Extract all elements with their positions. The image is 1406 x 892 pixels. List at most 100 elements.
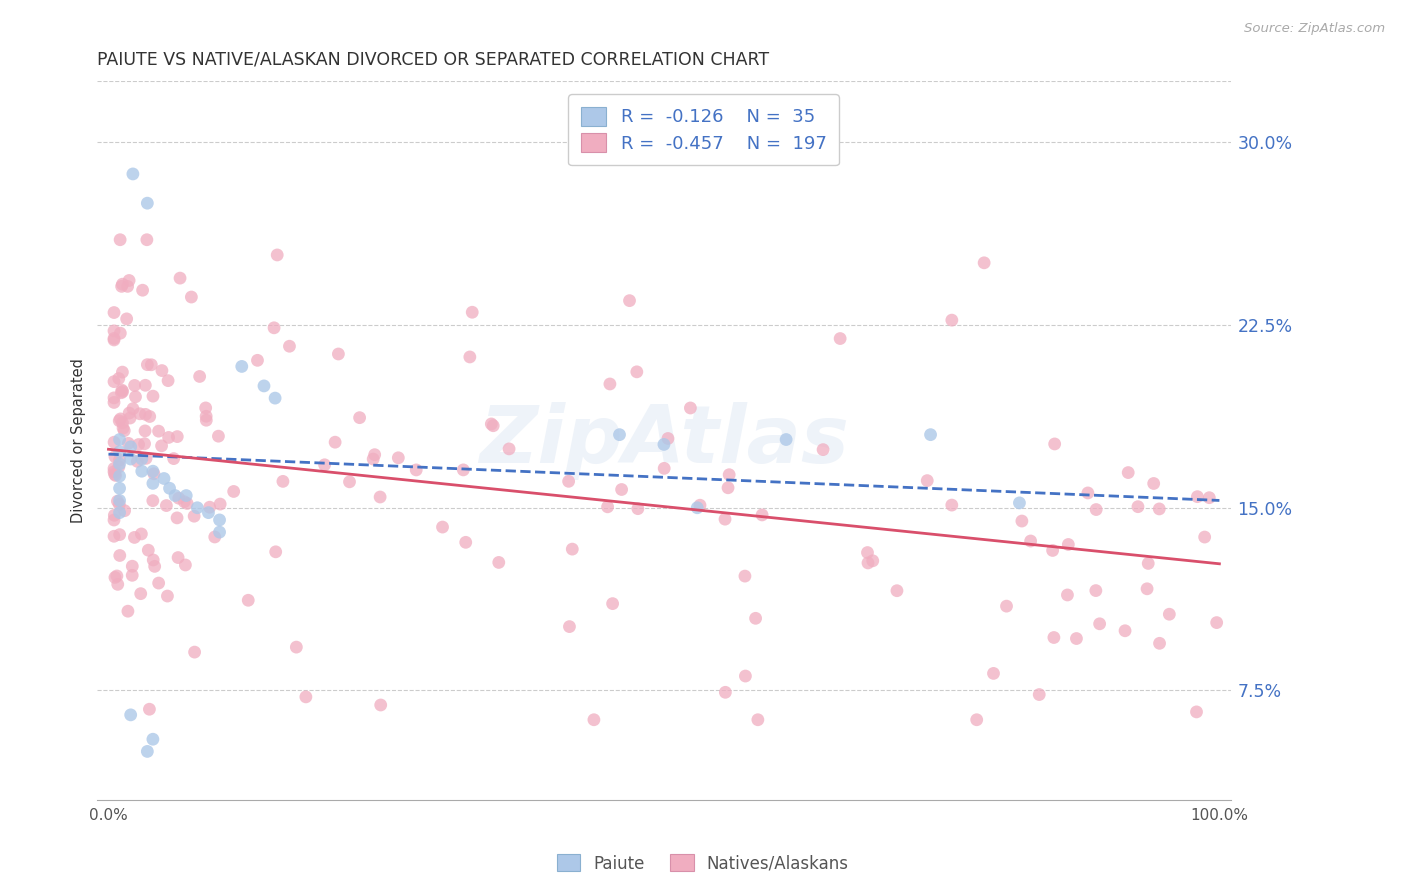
Point [108, 527, 131, 541]
Point [747, 713, 769, 727]
Point [1042, 543, 1064, 558]
Point [596, 500, 619, 514]
Point [108, 493, 131, 508]
Point [1019, 533, 1042, 548]
Point [142, 389, 165, 403]
Point [599, 376, 621, 391]
Point [1066, 632, 1088, 646]
Point [461, 305, 484, 319]
Point [561, 542, 583, 557]
Point [166, 429, 188, 443]
Point [717, 481, 740, 495]
Point [105, 569, 128, 583]
Point [159, 481, 181, 495]
Point [188, 369, 211, 384]
Point [246, 353, 269, 368]
Point [714, 512, 737, 526]
Point [103, 395, 125, 409]
Point [111, 365, 134, 379]
Point [103, 513, 125, 527]
Point [108, 481, 131, 495]
Point [714, 685, 737, 699]
Point [118, 406, 141, 420]
Point [104, 570, 127, 584]
Point [108, 459, 131, 474]
Text: PAIUTE VS NATIVE/ALASKAN DIVORCED OR SEPARATED CORRELATION CHART: PAIUTE VS NATIVE/ALASKAN DIVORCED OR SEP… [97, 51, 769, 69]
Point [1114, 624, 1136, 638]
Point [432, 520, 454, 534]
Point [166, 511, 188, 525]
Point [128, 407, 150, 421]
Point [657, 432, 679, 446]
Point [104, 450, 127, 464]
Point [128, 437, 150, 451]
Point [108, 497, 131, 511]
Point [195, 409, 218, 424]
Point [103, 324, 125, 338]
Point [264, 391, 287, 405]
Point [582, 713, 605, 727]
Point [142, 464, 165, 478]
Point [263, 321, 285, 335]
Point [1011, 514, 1033, 528]
Point [368, 490, 391, 504]
Point [830, 332, 852, 346]
Point [136, 744, 159, 758]
Point [107, 577, 129, 591]
Point [285, 640, 308, 654]
Point [141, 358, 163, 372]
Point [155, 499, 177, 513]
Point [856, 556, 879, 570]
Point [108, 457, 131, 471]
Point [973, 256, 995, 270]
Point [264, 545, 287, 559]
Point [136, 543, 159, 558]
Point [619, 293, 641, 308]
Point [127, 454, 149, 468]
Point [174, 489, 197, 503]
Point [488, 556, 510, 570]
Point [173, 494, 195, 508]
Point [361, 452, 384, 467]
Point [744, 611, 766, 625]
Point [134, 436, 156, 450]
Point [108, 469, 131, 483]
Point [862, 554, 884, 568]
Point [103, 305, 125, 319]
Point [121, 568, 143, 582]
Point [679, 401, 702, 415]
Text: Source: ZipAtlas.com: Source: ZipAtlas.com [1244, 22, 1385, 36]
Point [1143, 476, 1166, 491]
Point [117, 604, 139, 618]
Point [610, 483, 633, 497]
Point [1149, 502, 1171, 516]
Point [498, 442, 520, 456]
Point [120, 440, 142, 454]
Point [222, 484, 245, 499]
Point [108, 453, 131, 467]
Point [131, 527, 153, 541]
Point [1185, 705, 1208, 719]
Point [131, 464, 153, 478]
Point [454, 535, 477, 549]
Point [136, 196, 159, 211]
Point [103, 529, 125, 543]
Point [323, 435, 346, 450]
Point [482, 418, 505, 433]
Point [1126, 500, 1149, 514]
Point [453, 463, 475, 477]
Point [941, 313, 963, 327]
Point [186, 500, 208, 515]
Point [121, 559, 143, 574]
Point [165, 489, 187, 503]
Point [142, 493, 165, 508]
Point [112, 424, 135, 438]
Point [142, 553, 165, 567]
Point [176, 496, 198, 510]
Point [198, 500, 221, 515]
Point [143, 559, 166, 574]
Point [108, 549, 131, 563]
Point [689, 498, 711, 512]
Point [1084, 583, 1107, 598]
Point [122, 167, 145, 181]
